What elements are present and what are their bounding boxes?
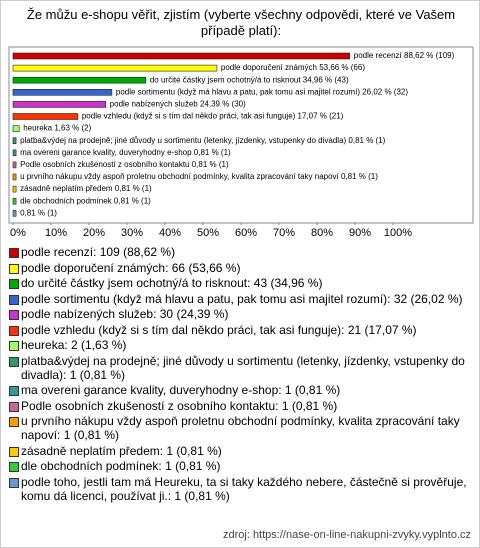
- chart-title: Že můžu e-shopu věřit, zjistím (vyberte …: [26, 7, 456, 38]
- x-tick-label: 30%: [121, 227, 143, 239]
- bar: [12, 64, 218, 72]
- bar: [12, 89, 113, 96]
- bar-label: u prvního nákupu vždy aspoň proletnu obc…: [20, 172, 378, 181]
- legend-swatch: [9, 341, 19, 351]
- x-tick-label: 60%: [235, 227, 257, 239]
- legend-item: podle vzhledu (když si s tím dal někdo p…: [9, 323, 469, 337]
- legend-item: dle obchodních podmínek: 1 (0,81 %): [9, 459, 469, 473]
- legend-label: dle obchodních podmínek: 1 (0,81 %): [21, 459, 221, 473]
- legend-item: zásadně neplatím předem: 1 (0,81 %): [9, 444, 469, 458]
- legend-label: podle recenzí: 109 (88,62 %): [21, 245, 176, 259]
- x-tick-label: 50%: [197, 227, 219, 239]
- legend-swatch: [9, 477, 19, 488]
- legend-label: ma overeni garance kvality, duveryhodny …: [21, 383, 341, 397]
- bar-label: Podle osobních zkušeností z osobního kon…: [20, 160, 229, 169]
- bar-label: 0,81 % (1): [20, 208, 57, 217]
- legend-label: u prvního nákupu vždy aspoň proletnu obc…: [21, 414, 460, 442]
- bar: [12, 52, 351, 60]
- bar: [12, 185, 17, 193]
- bar-label: podle vzhledu (když si s tím dal někdo p…: [82, 112, 344, 121]
- legend-label: podle toho, jestli tam má Heureku, ta si…: [21, 474, 467, 503]
- source: zdroj: https://nase-on-line-nakupni-zvyk…: [222, 529, 471, 541]
- legend-swatch: [9, 462, 19, 472]
- x-tick-label: 70%: [273, 227, 295, 239]
- bar-label: zásadně neplatím předem 0,81 % (1): [20, 184, 152, 193]
- legend-item: podle toho, jestli tam má Heureku, ta si…: [9, 475, 469, 503]
- legend-label: heureka: 2 (1,63 %): [21, 338, 127, 352]
- plot: 0% 10% 20% 30% 40% 50% 60% 70% 80% 90% 100% podle r…: [8, 46, 474, 239]
- bar: [12, 113, 79, 120]
- legend-label: zásadně neplatím předem: 1 (0,81 %): [21, 443, 222, 458]
- plot-frame: [8, 46, 474, 224]
- bar-label: podle sortimentu (když má hlavu a patu, …: [116, 87, 408, 96]
- bar-label: podle recenzí 88,62 % (109): [354, 51, 455, 60]
- bar: [12, 210, 17, 217]
- legend-item: ma overeni garance kvality, duveryhodny …: [9, 383, 469, 397]
- legend-item: platba&výdej na prodejně; jiné důvody u …: [9, 354, 469, 382]
- legend-label: podle nabízených služeb: 30 (24,39 %): [21, 307, 229, 321]
- bar: [12, 149, 17, 157]
- legend-item: podle nabízených služeb: 30 (24,39 %): [9, 307, 469, 321]
- legend-swatch: [9, 310, 19, 320]
- bar-label: ma overeni garance kvality, duveryhodny …: [20, 148, 231, 157]
- legend-swatch: [9, 248, 19, 258]
- legend-label: podle doporučení známých: 66 (53,66 %): [21, 260, 241, 275]
- legend-item: heureka: 2 (1,63 %): [9, 338, 469, 352]
- x-tick-label: 0%: [10, 227, 26, 239]
- x-tick-label: 20%: [83, 227, 105, 239]
- legend-item: Podle osobních zkušeností z osobního kon…: [9, 399, 469, 413]
- bar: [12, 173, 17, 181]
- bar-label: dle obchodních podmínek 0,81 % (1): [20, 196, 151, 205]
- bar: [12, 161, 17, 169]
- legend-swatch: [9, 263, 19, 274]
- legend-swatch: [9, 279, 19, 289]
- legend-swatch: [9, 401, 19, 412]
- bar-label: heureka 1,63 % (2): [23, 124, 91, 133]
- legend-label: Podle osobních zkušeností z osobního kon…: [21, 398, 338, 413]
- bar: [12, 125, 20, 132]
- bar: [12, 76, 147, 84]
- legend: podle recenzí: 109 (88,62 %) podle doporu…: [9, 245, 469, 504]
- x-tick-label: 80%: [311, 227, 333, 239]
- legend-item: podle sortimentu (když má hlavu a patu, …: [9, 292, 469, 306]
- x-tick-label: 40%: [159, 227, 181, 239]
- bar: [12, 137, 17, 144]
- legend-item: podle doporučení známých: 66 (53,66 %): [9, 261, 469, 275]
- legend-swatch: [9, 356, 19, 367]
- legend-swatch: [9, 325, 19, 336]
- legend-label: podle sortimentu (když má hlavu a patu, …: [21, 291, 463, 306]
- legend-swatch: [9, 417, 19, 427]
- legend-item: do určité částky jsem ochotný/á to riskn…: [9, 276, 469, 290]
- bar-label: podle nabízených služeb 24,39 % (30): [110, 100, 246, 109]
- legend-label: platba&výdej na prodejně; jiné důvody u …: [21, 353, 465, 382]
- legend-item: podle recenzí: 109 (88,62 %): [9, 245, 469, 259]
- x-tick-label: 100%: [384, 227, 412, 239]
- bar: [12, 197, 17, 205]
- legend-swatch: [9, 294, 19, 305]
- x-tick-label: 90%: [349, 227, 371, 239]
- legend-label: do určité částky jsem ochotný/á to riskn…: [21, 276, 323, 290]
- legend-swatch: [9, 446, 19, 457]
- bar-label: platba&výdej na prodejně; jiné důvody u …: [20, 136, 386, 145]
- bar: [12, 101, 106, 108]
- legend-label: podle vzhledu (když si s tím dal někdo p…: [21, 322, 417, 337]
- legend-swatch: [9, 386, 19, 396]
- bar-label: podle doporučení známých 53,66 % (66): [221, 63, 365, 72]
- bar-label: do určité částky jsem ochotný/á to riskn…: [150, 75, 349, 84]
- x-tick-label: 10%: [45, 227, 67, 239]
- legend-item: u prvního nákupu vždy aspoň proletnu obc…: [9, 414, 469, 442]
